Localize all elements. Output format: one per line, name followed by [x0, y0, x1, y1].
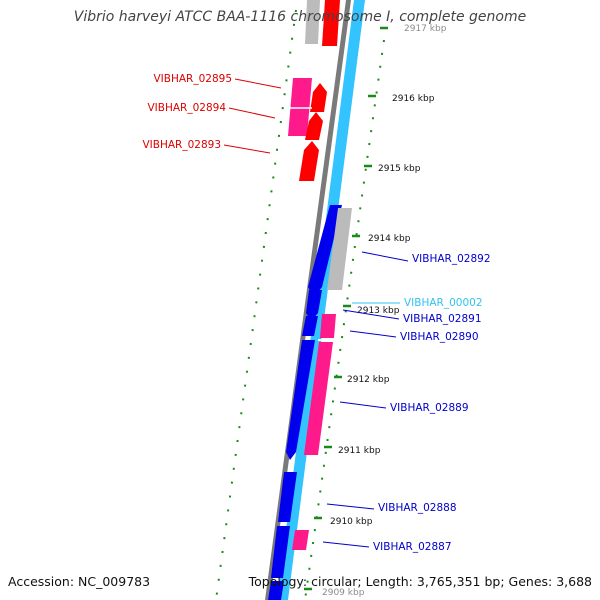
gene-label[interactable]: VIBHAR_02889 — [390, 402, 469, 414]
gene-label[interactable]: VIBHAR_02894 — [147, 102, 226, 114]
forward-cds — [310, 83, 327, 112]
rna-feature — [320, 314, 336, 338]
gene-label[interactable]: VIBHAR_02892 — [412, 253, 491, 265]
gene-callout-line — [349, 330, 397, 338]
forward-track — [277, 0, 365, 600]
gene-callout-line — [228, 107, 276, 119]
rna-feature — [288, 78, 312, 136]
gene-callout-line — [361, 251, 409, 262]
gene-label[interactable]: VIBHAR_02887 — [373, 541, 452, 553]
kbp-tick-label: 2911 kbp — [338, 446, 381, 456]
page-title: Vibrio harveyi ATCC BAA-1116 chromosome … — [73, 9, 527, 25]
kbp-tick-group: 2917 kbp 2916 kbp 2915 kbp 2914 kbp 2913 kbp… — [304, 24, 447, 598]
reverse-cds-arrowtip — [308, 287, 322, 297]
kbp-tick-label: 2917 kbp — [404, 24, 447, 34]
genome-summary-text: Topology: circular; Length: 3,765,351 bp… — [248, 574, 592, 589]
reverse-cds-block — [308, 205, 342, 287]
rna-feature — [292, 530, 309, 550]
reverse-cds-block — [302, 316, 318, 336]
gene-callout-line — [339, 401, 387, 409]
reverse-cds-arrowtip — [306, 313, 318, 321]
gene-callout-line — [342, 309, 400, 320]
reverse-cds-block — [278, 472, 297, 522]
reverse-cds-block — [268, 581, 284, 600]
kbp-tick-label: 2916 kbp — [392, 94, 435, 104]
gene-callout-line — [234, 78, 282, 89]
reverse-cds-arrowtip — [286, 452, 296, 460]
gene-label[interactable]: VIBHAR_02895 — [153, 73, 232, 85]
gene-callout-line — [223, 144, 271, 154]
kbp-tick-label: 2910 kbp — [330, 517, 373, 527]
forward-cds — [322, 0, 340, 46]
accession-text: Accession: NC_009783 — [8, 574, 151, 589]
forward-cds — [299, 141, 319, 181]
gene-label[interactable]: VIBHAR_02893 — [142, 139, 221, 151]
gene-callout-line — [326, 503, 375, 510]
outer-dotted-guide — [215, 9, 297, 600]
gene-label[interactable]: VIBHAR_02891 — [403, 313, 482, 325]
other-feature — [327, 208, 352, 290]
kbp-tick-label: 2913 kbp — [357, 306, 400, 316]
reverse-cds-block — [286, 340, 315, 452]
rna-feature — [304, 342, 333, 455]
forward-cds — [305, 112, 323, 140]
kbp-tick-label: 2915 kbp — [378, 164, 421, 174]
other-feature — [305, 0, 320, 44]
gene-callout-group: VIBHAR_02895 VIBHAR_02894 VIBHAR_02893 VIBH… — [142, 73, 490, 553]
kbp-tick-label: 2914 kbp — [368, 234, 411, 244]
reverse-cds-block — [306, 290, 322, 313]
gene-label[interactable]: VIBHAR_02890 — [400, 331, 479, 343]
reverse-cds-block — [271, 526, 290, 578]
kbp-tick-label: 2909 kbp — [322, 588, 365, 598]
gene-label[interactable]: VIBHAR_02888 — [378, 502, 457, 514]
gene-callout-line — [322, 541, 370, 548]
kbp-tick-label: 2912 kbp — [347, 375, 390, 385]
gene-label[interactable]: VIBHAR_00002 — [404, 297, 483, 309]
